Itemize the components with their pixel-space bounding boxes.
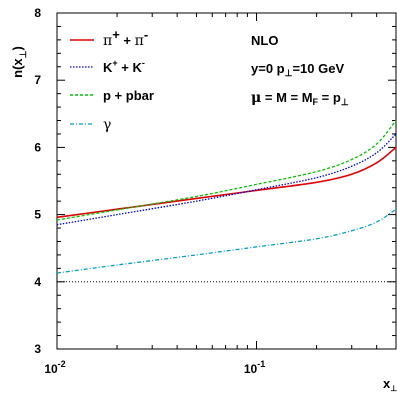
legend-label-pions: π+ + π- bbox=[103, 27, 148, 49]
series-line-0 bbox=[56, 146, 397, 219]
legend-label-photons: γ bbox=[103, 117, 111, 133]
plot-frame bbox=[56, 12, 397, 350]
y-tick-label: 7 bbox=[34, 73, 41, 87]
x-tick-label: 10-1 bbox=[244, 359, 265, 376]
y-tick-label: 3 bbox=[34, 342, 41, 356]
y-axis-label: n(x⊥) bbox=[10, 46, 28, 78]
annotation-order: NLO bbox=[251, 33, 278, 48]
annotations: NLO y=0 p⊥=10 GeV μ = M = MF = p⊥ bbox=[251, 33, 349, 107]
y-tick-label: 8 bbox=[34, 6, 41, 20]
series-line-2 bbox=[56, 120, 397, 221]
legend: π+ + π- K+ + K- p + pbar γ bbox=[70, 27, 154, 133]
annotation-kinematics: y=0 p⊥=10 GeV bbox=[251, 61, 344, 78]
x-axis-label: x⊥ bbox=[383, 376, 397, 393]
legend-label-kaons: K+ + K- bbox=[103, 58, 145, 75]
legend-label-protons: p + pbar bbox=[103, 88, 154, 103]
y-tick-label: 6 bbox=[34, 140, 41, 154]
x-tick-label: 10-2 bbox=[44, 359, 65, 376]
x-axis-ticks: 10-2 10-1 bbox=[44, 13, 397, 376]
y-tick-label: 4 bbox=[34, 275, 41, 289]
annotation-scales: μ = M = MF = p⊥ bbox=[251, 90, 349, 107]
series-line-3 bbox=[56, 208, 397, 274]
y-tick-label: 5 bbox=[34, 208, 41, 222]
y-axis-ticks: 3 4 5 6 7 8 bbox=[34, 6, 396, 356]
series-group bbox=[56, 120, 397, 274]
